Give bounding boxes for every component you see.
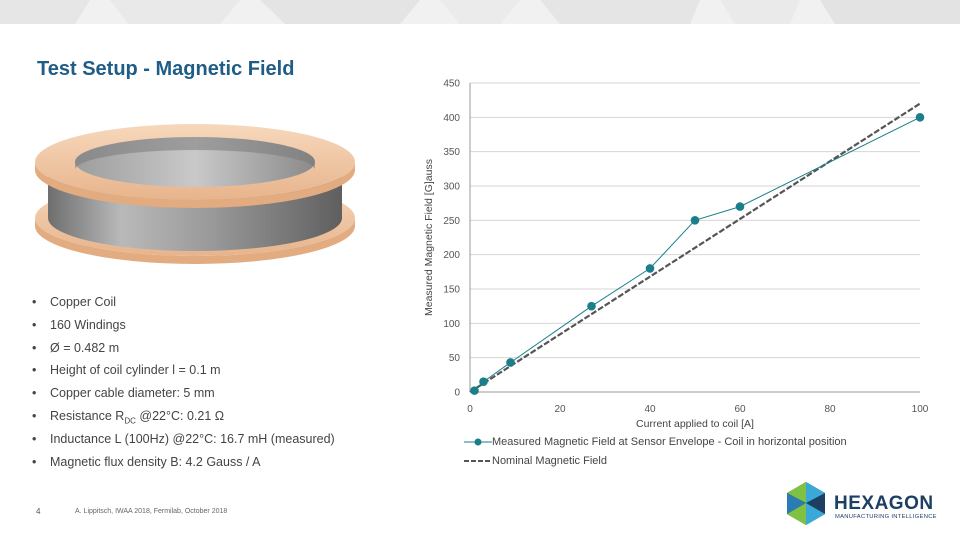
spec-item: • Height of coil cylinder l = 0.1 m: [32, 363, 221, 378]
y-tick-label: 150: [443, 285, 460, 296]
hexagon-logo-icon: [787, 482, 825, 525]
spec-item: • Inductance L (100Hz) @22°C: 16.7 mH (me…: [32, 431, 335, 446]
y-tick-label: 450: [443, 79, 460, 90]
copper-coil-ring-icon: [35, 124, 355, 264]
spec-text: Magnetic flux density B: 4.2 Gauss / A: [50, 454, 261, 469]
spec-text-suffix: @22°C: 0.21 Ω: [135, 408, 225, 423]
header-pattern: [0, 0, 960, 24]
y-tick-label: 250: [443, 216, 460, 227]
data-point-measured: [587, 301, 596, 311]
y-tick-label: 350: [443, 147, 460, 158]
y-axis-title: Measured Magnetic Field [G]auss: [423, 159, 435, 316]
x-axis-title: Current applied to coil [A]: [636, 418, 754, 430]
legend-label-nominal: Nominal Magnetic Field: [492, 455, 607, 467]
footer-note: A. Lippitsch, IWAA 2018, Fermilab, Octob…: [75, 508, 228, 515]
data-point-measured: [470, 386, 479, 395]
data-point-measured: [735, 202, 745, 211]
spec-item: • Ø = 0.482 m: [32, 340, 120, 355]
spec-text: 160 Windings: [50, 317, 126, 332]
spec-item: • Resistance RDC @22°C: 0.21 Ω: [32, 408, 225, 426]
brand-name: HEXAGON: [834, 493, 934, 514]
spec-text: Copper cable diameter: 5 mm: [50, 386, 215, 401]
spec-item: • Copper cable diameter: 5 mm: [32, 386, 215, 401]
spec-text: Height of coil cylinder l = 0.1 m: [50, 363, 221, 378]
data-point-measured: [915, 113, 925, 122]
x-tick-label: 0: [467, 404, 473, 415]
series-line-nominal: [469, 102, 921, 393]
y-tick-label: 400: [443, 113, 460, 124]
page-number: 4: [36, 507, 41, 516]
legend-marker-nominal: [464, 460, 492, 462]
spec-item: • 160 Windings: [32, 317, 126, 332]
y-tick-label: 300: [443, 182, 460, 193]
data-point-measured: [506, 358, 515, 367]
x-tick-label: 100: [912, 404, 929, 415]
magnetic-field-chart: 0 50 100 150 200 250 300 350 400 450 0 20 40 60 80 100 C…: [423, 79, 929, 431]
legend-marker-measured: [464, 438, 492, 446]
x-tick-label: 40: [644, 404, 656, 415]
data-point-measured: [690, 216, 700, 225]
y-tick-label: 100: [443, 319, 460, 330]
series-line-measured: [474, 116, 921, 391]
x-tick-label: 20: [554, 404, 566, 415]
data-point-measured: [479, 377, 488, 387]
spec-text: Copper Coil: [50, 295, 117, 309]
spec-item: • Magnetic flux density B: 4.2 Gauss / A: [32, 454, 261, 469]
spec-text: Ø = 0.482 m: [50, 340, 120, 355]
x-tick-label: 60: [734, 404, 746, 415]
spec-text-sub: DC: [124, 416, 136, 426]
slide-title: Test Setup - Magnetic Field: [37, 58, 295, 80]
data-point-measured: [645, 264, 655, 273]
y-tick-label: 0: [454, 388, 460, 399]
y-tick-label: 50: [449, 353, 461, 364]
brand-tagline: MANUFACTURING INTELLIGENCE: [835, 514, 937, 520]
coil-spec-list: • Copper Coil • 160 Windings • Ø = 0.482 m …: [30, 293, 335, 475]
spec-text: Inductance L (100Hz) @22°C: 16.7 mH (mea…: [50, 431, 335, 446]
spec-text-prefix: Resistance R: [50, 408, 125, 423]
header-band: [0, 0, 960, 24]
legend-label-measured: Measured Magnetic Field at Sensor Envelo…: [492, 436, 847, 448]
x-tick-label: 80: [824, 404, 836, 415]
spec-item: • Copper Coil: [32, 295, 117, 309]
y-tick-label: 200: [443, 250, 460, 261]
